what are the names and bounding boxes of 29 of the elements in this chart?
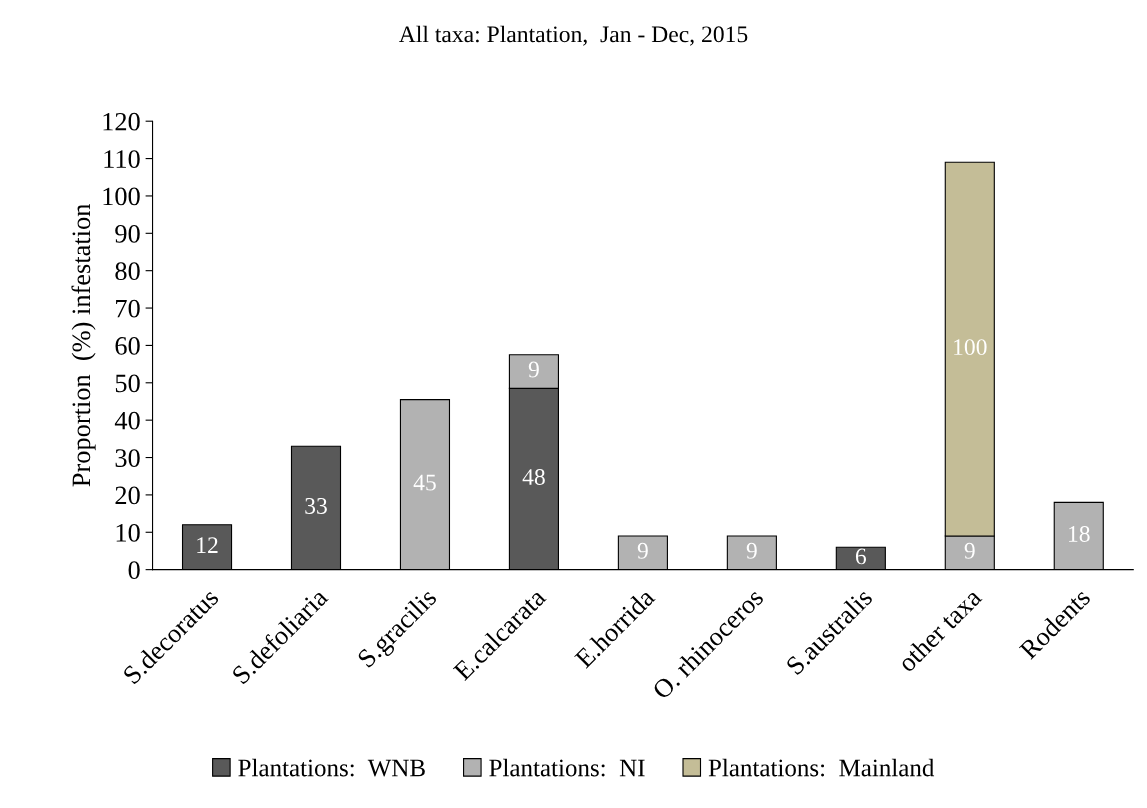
y-tick-label: 50 [115,374,140,393]
data-label: 9 [528,361,539,378]
y-tick-label: 10 [116,523,140,542]
y-tick-label: 0 [128,561,140,580]
y-tick-label: 80 [115,262,140,281]
y-axis-title: Proportion (%) infestation [71,204,96,487]
y-tick-label: 90 [115,224,140,243]
data-label: 6 [855,548,867,565]
y-tick-label: 60 [115,337,140,355]
y-tick-label: 120 [103,112,140,131]
y-tick-label: 110 [104,150,140,168]
chart-title: All taxa: Plantation, Jan - Dec, 2015 [398,25,748,46]
data-label: 33 [305,498,327,514]
legend-label: Plantations: NI [489,758,645,777]
y-tick-label: 40 [114,411,140,430]
y-tick-label: 30 [115,449,140,467]
data-label: 48 [522,468,545,485]
data-label: 9 [964,542,975,559]
data-label: 9 [746,542,757,559]
y-tick-label: 70 [116,299,140,318]
y-tick-label: 100 [103,187,140,206]
data-label: 18 [1069,525,1090,542]
y-tick-label: 20 [115,486,140,505]
data-label: 9 [637,542,648,559]
data-label: 12 [197,537,218,553]
data-label: 45 [413,474,436,491]
data-label: 100 [954,339,987,356]
legend-label: Plantations: Mainland [708,758,935,777]
legend-label: Plantations: WNB [238,758,425,777]
